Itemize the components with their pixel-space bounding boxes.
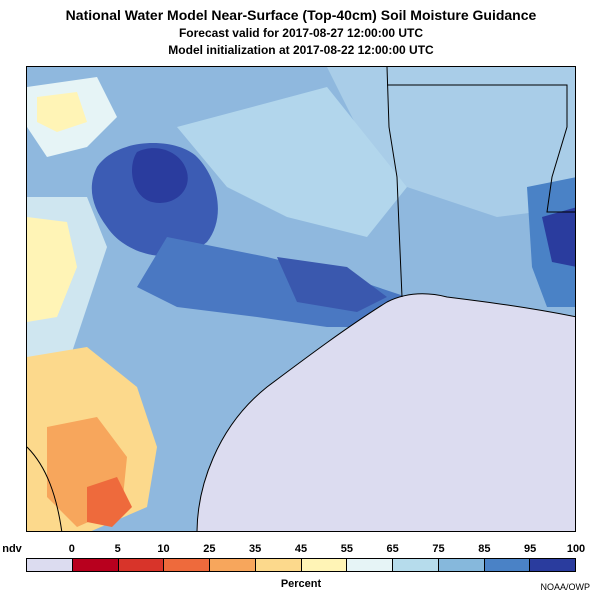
credit-text: NOAA/OWP <box>540 582 590 592</box>
legend-label: 65 <box>386 543 399 555</box>
legend-label: 5 <box>114 543 121 555</box>
legend-label: 25 <box>203 543 216 555</box>
region-driest-south <box>87 477 132 527</box>
legend-labels: ndv 0 5 10 25 35 45 55 65 75 85 95 100 <box>0 543 602 557</box>
region-very-wet-east <box>542 207 575 267</box>
legend-label: ndv <box>2 543 22 555</box>
legend-swatch <box>164 559 210 571</box>
legend-label: 35 <box>249 543 262 555</box>
region-very-wet-upper <box>132 148 188 203</box>
legend-label: 0 <box>68 543 75 555</box>
forecast-valid-text: Forecast valid for 2017-08-27 12:00:00 U… <box>178 26 424 40</box>
legend-swatch <box>118 559 165 571</box>
legend-swatch <box>27 559 73 571</box>
legend-swatch <box>210 559 256 571</box>
legend-unit: Percent <box>280 578 322 590</box>
legend-swatch <box>484 559 531 571</box>
region-dry-northwest-yellow <box>37 92 87 132</box>
region-northeast <box>327 67 575 217</box>
legend-swatch <box>72 559 119 571</box>
legend-swatch <box>347 559 393 571</box>
legend-label: 100 <box>566 543 586 555</box>
legend-label: 95 <box>524 543 537 555</box>
legend-label: 75 <box>432 543 445 555</box>
region-dry-west-yellow <box>27 217 77 322</box>
state-border-north <box>387 84 575 213</box>
initialization-text: Model initialization at 2017-08-22 12:00… <box>168 43 434 57</box>
legend-swatch <box>438 559 485 571</box>
legend-label: 45 <box>294 543 308 555</box>
legend-swatch <box>301 559 348 571</box>
legend-swatch <box>393 559 439 571</box>
mexico-border <box>27 446 63 531</box>
gulf-of-mexico <box>196 293 575 531</box>
legend-swatch <box>530 559 575 571</box>
texas-louisiana-border <box>386 67 403 298</box>
legend-colorbar <box>26 558 576 572</box>
legend-label: 10 <box>157 543 170 555</box>
soil-moisture-map[interactable] <box>26 66 576 532</box>
map-title: National Water Model Near-Surface (Top-4… <box>65 7 537 23</box>
legend-label: 55 <box>340 543 353 555</box>
region-very-wet-coastal <box>277 257 387 312</box>
map-canvas <box>27 67 575 531</box>
legend-swatch <box>255 559 302 571</box>
title-block: National Water Model Near-Surface (Top-4… <box>0 6 602 59</box>
region-central-light <box>177 87 407 237</box>
legend-label: 85 <box>478 543 491 555</box>
